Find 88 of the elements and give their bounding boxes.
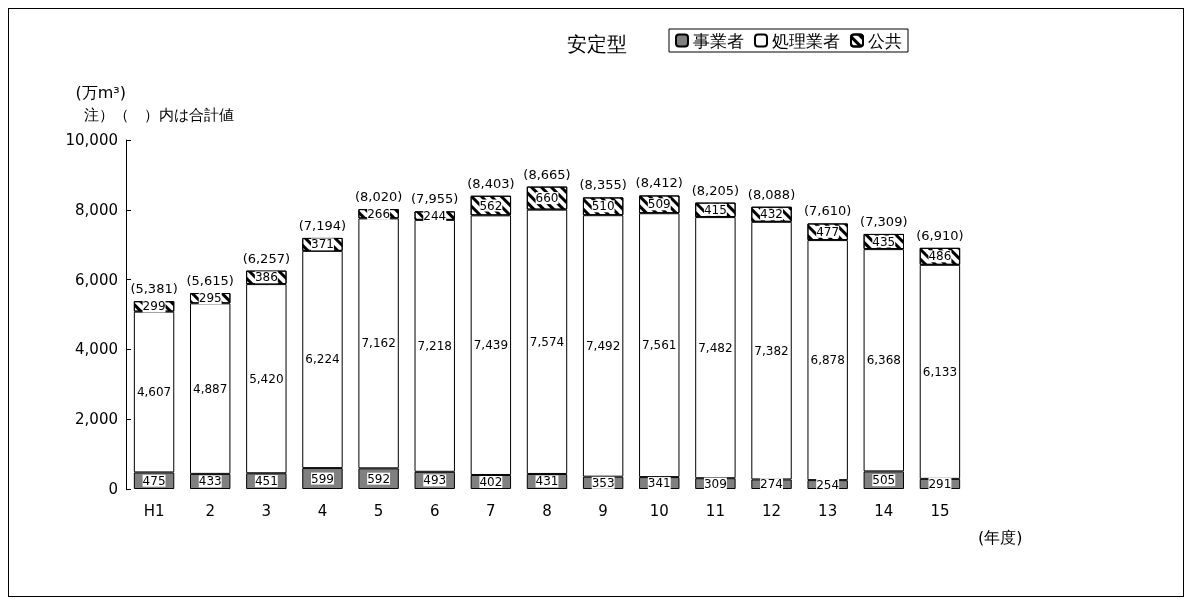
total-label: (6,910) — [916, 227, 964, 243]
data-label: 451 — [254, 474, 278, 489]
y-tick-label: 6,000 — [75, 270, 118, 289]
total-label: (8,355) — [579, 177, 627, 193]
total-label: (6,257) — [242, 250, 291, 266]
data-label: 6,224 — [305, 352, 340, 367]
x-tick-label: 10 — [649, 501, 669, 520]
data-label: 291 — [928, 476, 952, 491]
data-label: 295 — [198, 291, 222, 306]
data-label: 386 — [254, 270, 278, 285]
total-label: (8,088) — [747, 186, 796, 202]
data-label: 562 — [479, 198, 503, 213]
data-label: 432 — [760, 207, 783, 222]
data-label: 7,561 — [642, 338, 677, 353]
data-label: 402 — [479, 474, 503, 489]
data-label: 5,420 — [249, 371, 284, 386]
data-label: 7,218 — [417, 338, 452, 353]
data-label: 6,878 — [810, 353, 845, 368]
x-tick-label: 14 — [874, 501, 894, 520]
data-label: 477 — [816, 224, 840, 239]
data-label: 7,482 — [698, 340, 733, 355]
total-label: (8,205) — [691, 182, 740, 198]
data-label: 505 — [872, 473, 896, 488]
y-tick-label: 0 — [108, 480, 118, 498]
x-tick-label: 2 — [205, 501, 215, 520]
data-label: 6,368 — [866, 353, 901, 368]
x-tick-label: 12 — [761, 501, 782, 520]
data-label: 371 — [311, 237, 334, 252]
x-tick-label: 13 — [818, 501, 838, 520]
data-label: 7,574 — [529, 334, 565, 349]
data-label: 7,382 — [754, 343, 789, 358]
x-axis-title: (年度) — [978, 527, 1023, 547]
data-label: 660 — [535, 191, 559, 206]
data-label: 4,887 — [193, 381, 228, 396]
data-label: 7,492 — [585, 338, 621, 353]
data-label: 7,439 — [473, 338, 509, 353]
data-label: 493 — [423, 473, 447, 488]
total-label: (7,610) — [803, 203, 852, 219]
data-label: 353 — [591, 475, 615, 490]
x-tick-label: 3 — [261, 501, 272, 520]
y-tick-label: 10,000 — [65, 131, 118, 149]
data-label: 509 — [647, 197, 671, 212]
x-tick-label: 11 — [705, 501, 725, 520]
data-label: 7,162 — [361, 336, 396, 351]
total-label: (7,309) — [860, 213, 908, 229]
data-label: 486 — [928, 249, 952, 264]
data-label: 244 — [423, 208, 447, 223]
chart-title: 安定型 — [567, 32, 627, 56]
data-label: 510 — [591, 199, 615, 214]
total-label: (8,412) — [635, 175, 683, 191]
total-label: (8,665) — [523, 166, 571, 182]
legend-label: 処理業者 — [772, 30, 840, 51]
total-label: (7,194) — [298, 217, 347, 233]
data-label: 254 — [816, 477, 840, 492]
data-label: 592 — [367, 471, 391, 486]
x-tick-label: 6 — [429, 501, 440, 520]
total-label: (7,955) — [411, 191, 459, 207]
y-tick-label: 8,000 — [75, 200, 118, 219]
data-label: 435 — [872, 234, 896, 249]
x-tick-label: 4 — [317, 501, 328, 520]
x-tick-label: H1 — [143, 501, 165, 520]
y-tick-label: 2,000 — [75, 410, 118, 429]
data-label: 309 — [703, 476, 727, 491]
data-label: 341 — [647, 476, 671, 491]
x-tick-label: 5 — [373, 501, 384, 520]
data-label: 274 — [760, 477, 783, 492]
legend-label: 公共 — [868, 30, 902, 51]
x-tick-label: 7 — [486, 501, 496, 520]
text: 注）（ ）内は合計値 — [84, 105, 234, 124]
legend-label: 事業者 — [693, 30, 744, 51]
total-label: (5,615) — [186, 273, 234, 289]
x-tick-label: 15 — [930, 501, 950, 520]
x-tick-label: 9 — [598, 501, 608, 520]
total-label: (8,020) — [354, 189, 403, 205]
x-tick-label: 8 — [542, 501, 552, 520]
data-label: 415 — [703, 202, 727, 217]
data-label: 266 — [367, 206, 391, 221]
total-label: (5,381) — [130, 281, 178, 297]
data-label: 299 — [142, 299, 166, 314]
y-axis-title: (万m³) — [75, 82, 126, 102]
data-label: 475 — [142, 473, 166, 488]
data-label: 4,607 — [136, 385, 172, 400]
data-label: 6,133 — [922, 364, 958, 379]
data-label: 433 — [198, 474, 222, 489]
data-label: 599 — [311, 471, 334, 486]
y-tick-label: 4,000 — [75, 340, 118, 359]
data-label: 431 — [535, 474, 559, 489]
total-label: (8,403) — [467, 175, 515, 191]
